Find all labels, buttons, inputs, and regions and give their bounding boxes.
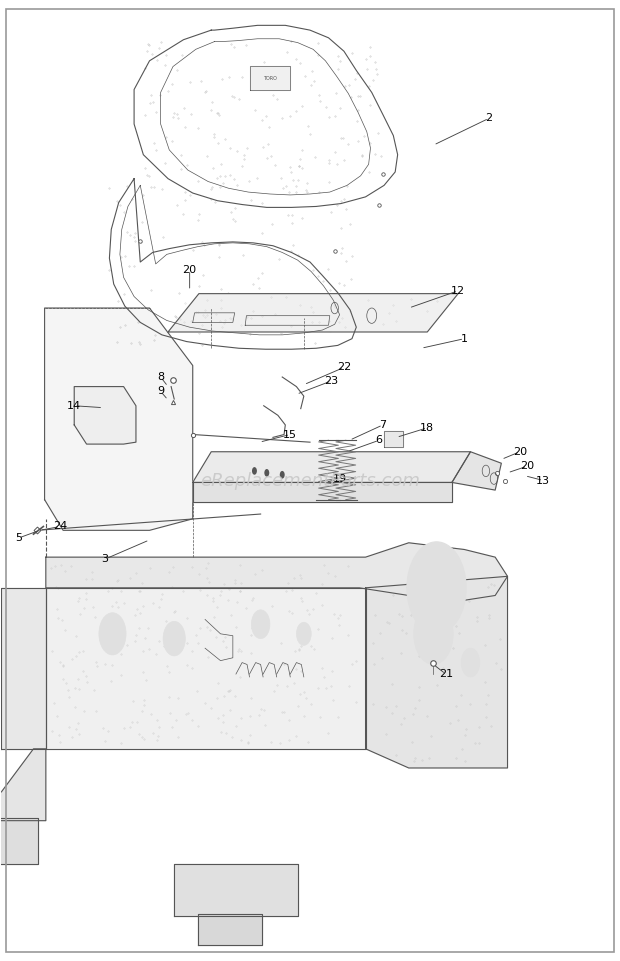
Polygon shape <box>74 386 136 444</box>
Text: 9: 9 <box>157 386 164 396</box>
Text: TORO: TORO <box>263 76 277 81</box>
Text: 24: 24 <box>53 522 67 531</box>
Circle shape <box>99 613 126 654</box>
Polygon shape <box>250 66 290 90</box>
Text: 13: 13 <box>536 476 551 485</box>
Text: 22: 22 <box>337 362 351 373</box>
Polygon shape <box>174 864 298 917</box>
Text: 3: 3 <box>102 554 108 564</box>
Text: 19: 19 <box>332 474 347 483</box>
Circle shape <box>414 604 453 664</box>
Text: eReplacementParts.com: eReplacementParts.com <box>200 472 420 489</box>
Polygon shape <box>46 543 508 601</box>
Circle shape <box>251 610 270 639</box>
Text: 15: 15 <box>283 430 297 439</box>
Text: 18: 18 <box>420 423 435 432</box>
Polygon shape <box>45 308 193 530</box>
Polygon shape <box>193 452 471 482</box>
Text: 1: 1 <box>461 333 468 344</box>
Polygon shape <box>168 294 458 332</box>
Circle shape <box>264 469 269 477</box>
Polygon shape <box>1 818 38 864</box>
Text: 8: 8 <box>157 372 164 382</box>
Circle shape <box>407 542 466 634</box>
Text: 23: 23 <box>324 376 339 386</box>
Polygon shape <box>384 431 402 447</box>
Circle shape <box>461 648 480 677</box>
Circle shape <box>252 467 257 475</box>
Text: 2: 2 <box>485 113 492 123</box>
Text: 20: 20 <box>182 264 197 275</box>
Text: 14: 14 <box>67 401 81 410</box>
Text: 20: 20 <box>513 447 527 456</box>
Polygon shape <box>193 482 452 502</box>
Circle shape <box>296 623 311 646</box>
Text: 6: 6 <box>376 435 383 445</box>
Polygon shape <box>46 588 366 749</box>
Polygon shape <box>198 914 262 946</box>
Circle shape <box>163 622 185 655</box>
Text: 7: 7 <box>379 420 386 430</box>
Polygon shape <box>1 588 46 749</box>
Polygon shape <box>452 452 502 490</box>
Text: 21: 21 <box>439 669 453 679</box>
Text: 5: 5 <box>15 533 22 543</box>
Text: 12: 12 <box>451 285 465 296</box>
Text: 20: 20 <box>520 461 534 471</box>
Circle shape <box>280 471 285 479</box>
Polygon shape <box>366 577 508 768</box>
Polygon shape <box>1 749 46 821</box>
